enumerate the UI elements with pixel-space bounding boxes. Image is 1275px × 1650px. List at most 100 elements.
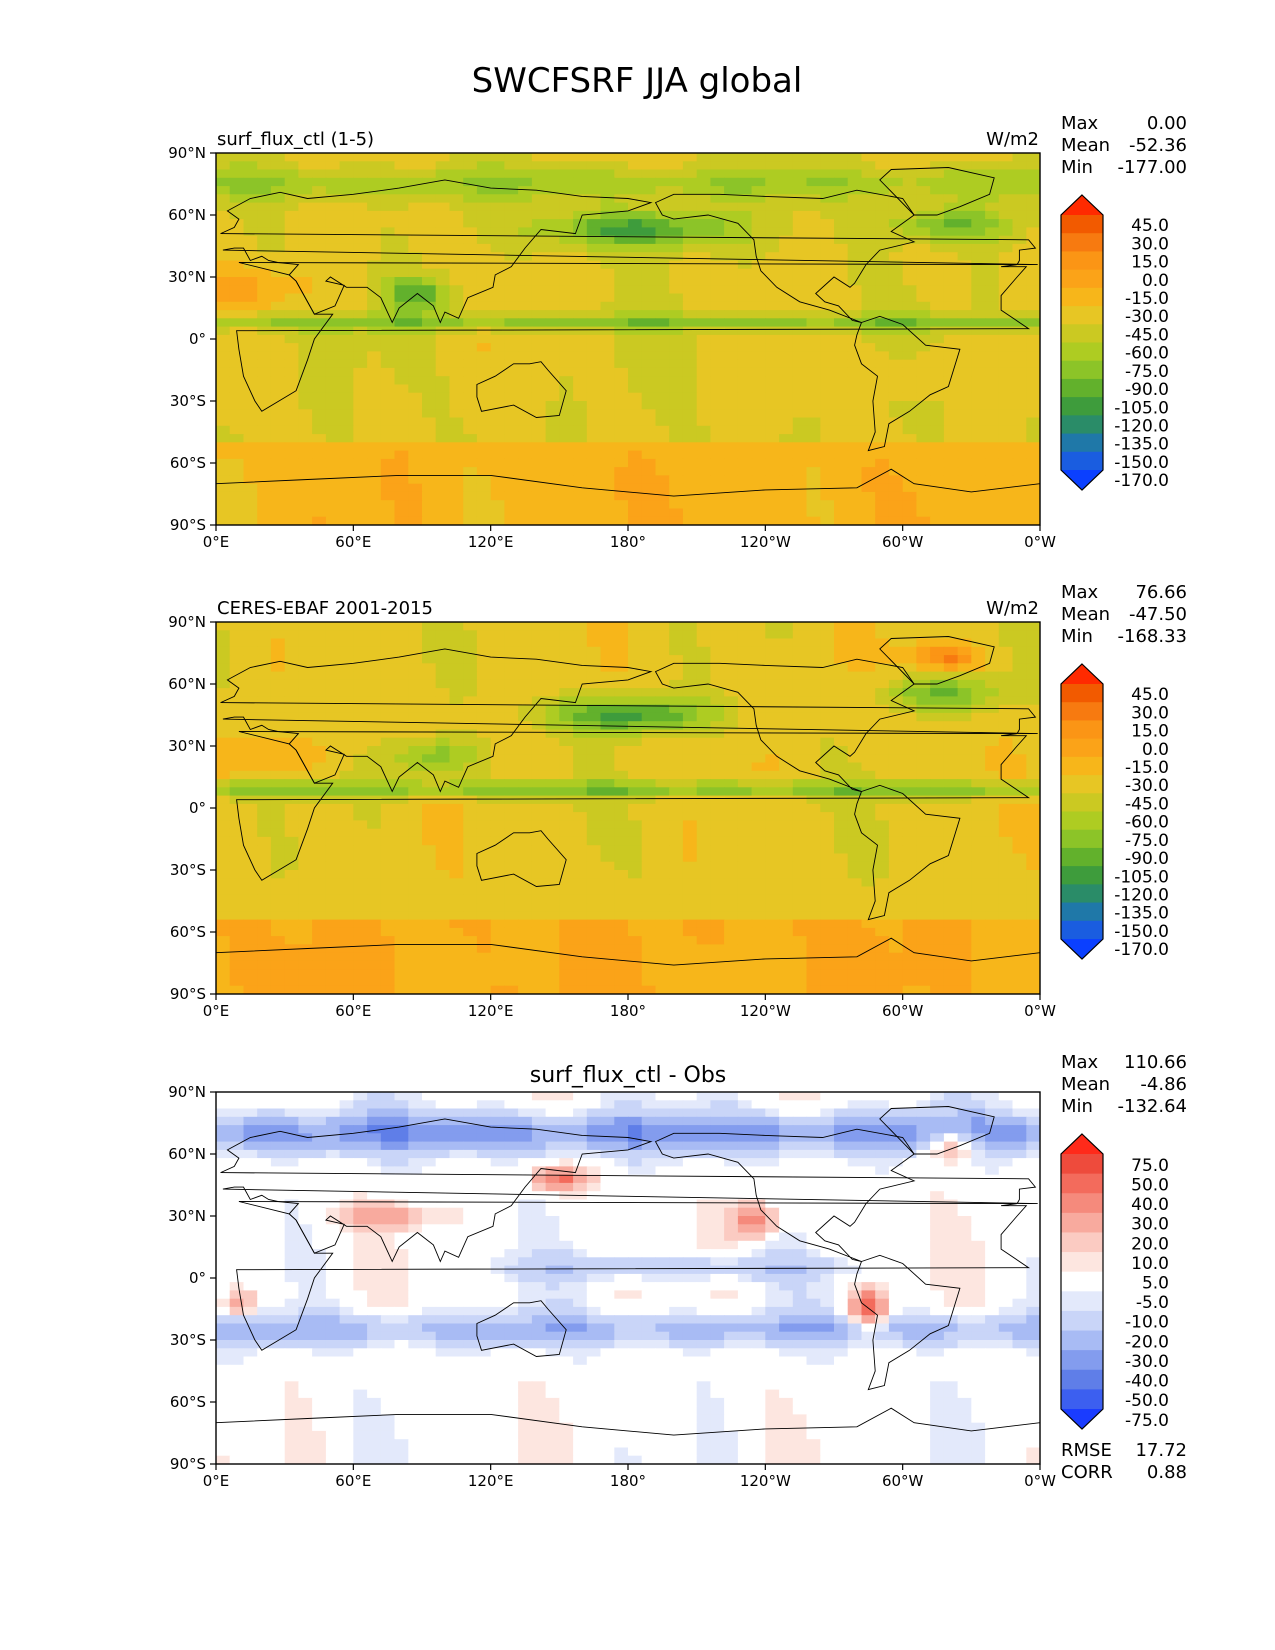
field-cell <box>1026 210 1040 220</box>
field-cell <box>449 870 464 879</box>
field-cell <box>325 434 341 443</box>
field-cell <box>490 202 505 212</box>
field-cell <box>792 252 808 262</box>
colorbar-label: 0.0 <box>1142 271 1169 291</box>
field-cell <box>394 252 409 262</box>
field-cell <box>284 870 299 879</box>
field-cell <box>1026 153 1040 162</box>
field-cell <box>216 475 231 485</box>
field-cell <box>971 853 986 863</box>
field-cell <box>435 194 450 204</box>
field-cell <box>463 894 478 904</box>
field-cell <box>669 227 684 237</box>
field-cell <box>463 663 478 673</box>
field-cell <box>806 762 821 772</box>
field-cell <box>669 679 684 689</box>
field-cell <box>916 737 931 747</box>
field-cell <box>902 516 917 525</box>
field-cell <box>367 417 382 427</box>
field-cell <box>353 853 368 863</box>
field-cell <box>847 425 862 435</box>
field-cell <box>490 894 505 904</box>
field-cell <box>669 210 684 220</box>
field-cell <box>614 326 629 336</box>
field-cell <box>682 655 698 664</box>
field-cell <box>1012 301 1027 311</box>
field-cell <box>765 679 780 689</box>
field-cell <box>641 812 656 821</box>
field-cell <box>1012 409 1027 419</box>
field-cell <box>779 508 794 518</box>
field-cell <box>861 392 876 402</box>
field-cell <box>408 729 423 739</box>
field-cell <box>655 886 670 896</box>
field-cell <box>971 671 986 681</box>
field-cell <box>367 194 382 204</box>
field-cell <box>1012 828 1027 838</box>
field-cell <box>614 458 629 468</box>
field-cell <box>545 417 560 427</box>
field-cell <box>1012 227 1027 237</box>
field-cell <box>875 210 890 220</box>
field-cell <box>655 301 670 311</box>
field-cell <box>641 500 656 510</box>
field-cell <box>902 318 917 328</box>
field-cell <box>696 704 711 714</box>
field-cell <box>298 161 313 171</box>
field-cell <box>545 285 560 295</box>
field-cell <box>435 417 450 427</box>
field-cell <box>779 712 794 722</box>
field-cell <box>408 795 423 805</box>
field-cell <box>298 219 313 228</box>
field-cell <box>422 285 437 295</box>
field-cell <box>422 367 437 377</box>
field-cell <box>229 845 244 855</box>
field-cell <box>971 161 986 171</box>
field-cell <box>655 458 670 468</box>
field-cell <box>628 310 643 319</box>
field-cell <box>490 210 505 220</box>
field-cell <box>655 491 670 501</box>
field-cell <box>422 754 437 764</box>
field-cell <box>312 334 327 344</box>
field-cell <box>930 367 945 377</box>
field-cell <box>971 746 986 755</box>
field-cell <box>600 688 615 697</box>
field-cell <box>792 729 808 739</box>
field-cell <box>628 622 643 631</box>
field-cell <box>971 729 986 739</box>
field-cell <box>257 886 272 896</box>
field-cell <box>449 737 464 747</box>
field-cell <box>751 894 766 904</box>
field-cell <box>284 630 299 640</box>
field-cell <box>422 210 437 220</box>
field-cell <box>312 516 327 525</box>
field-cell <box>820 177 835 187</box>
field-cell <box>586 878 602 888</box>
field-cell <box>792 219 808 228</box>
field-cell <box>1026 671 1040 681</box>
field-cell <box>628 516 643 525</box>
field-cell <box>449 326 464 336</box>
field-cell <box>600 376 615 386</box>
field-cell <box>1026 409 1040 419</box>
field-cell <box>531 721 547 731</box>
field-cell <box>490 467 505 476</box>
field-cell <box>916 343 931 352</box>
field-cell <box>463 268 478 278</box>
field-cell <box>504 260 519 270</box>
field-cell <box>504 343 519 352</box>
field-cell <box>765 450 780 460</box>
field-cell <box>710 260 725 270</box>
field-cell <box>586 260 602 270</box>
field-cell <box>573 227 588 237</box>
field-cell <box>998 376 1014 386</box>
field-cell <box>834 671 849 681</box>
field-cell <box>243 671 258 681</box>
field-cell <box>504 729 519 739</box>
field-cell <box>435 712 450 722</box>
field-cell <box>243 277 258 286</box>
field-cell <box>586 646 602 656</box>
field-cell <box>930 870 945 879</box>
field-cell <box>312 663 327 673</box>
